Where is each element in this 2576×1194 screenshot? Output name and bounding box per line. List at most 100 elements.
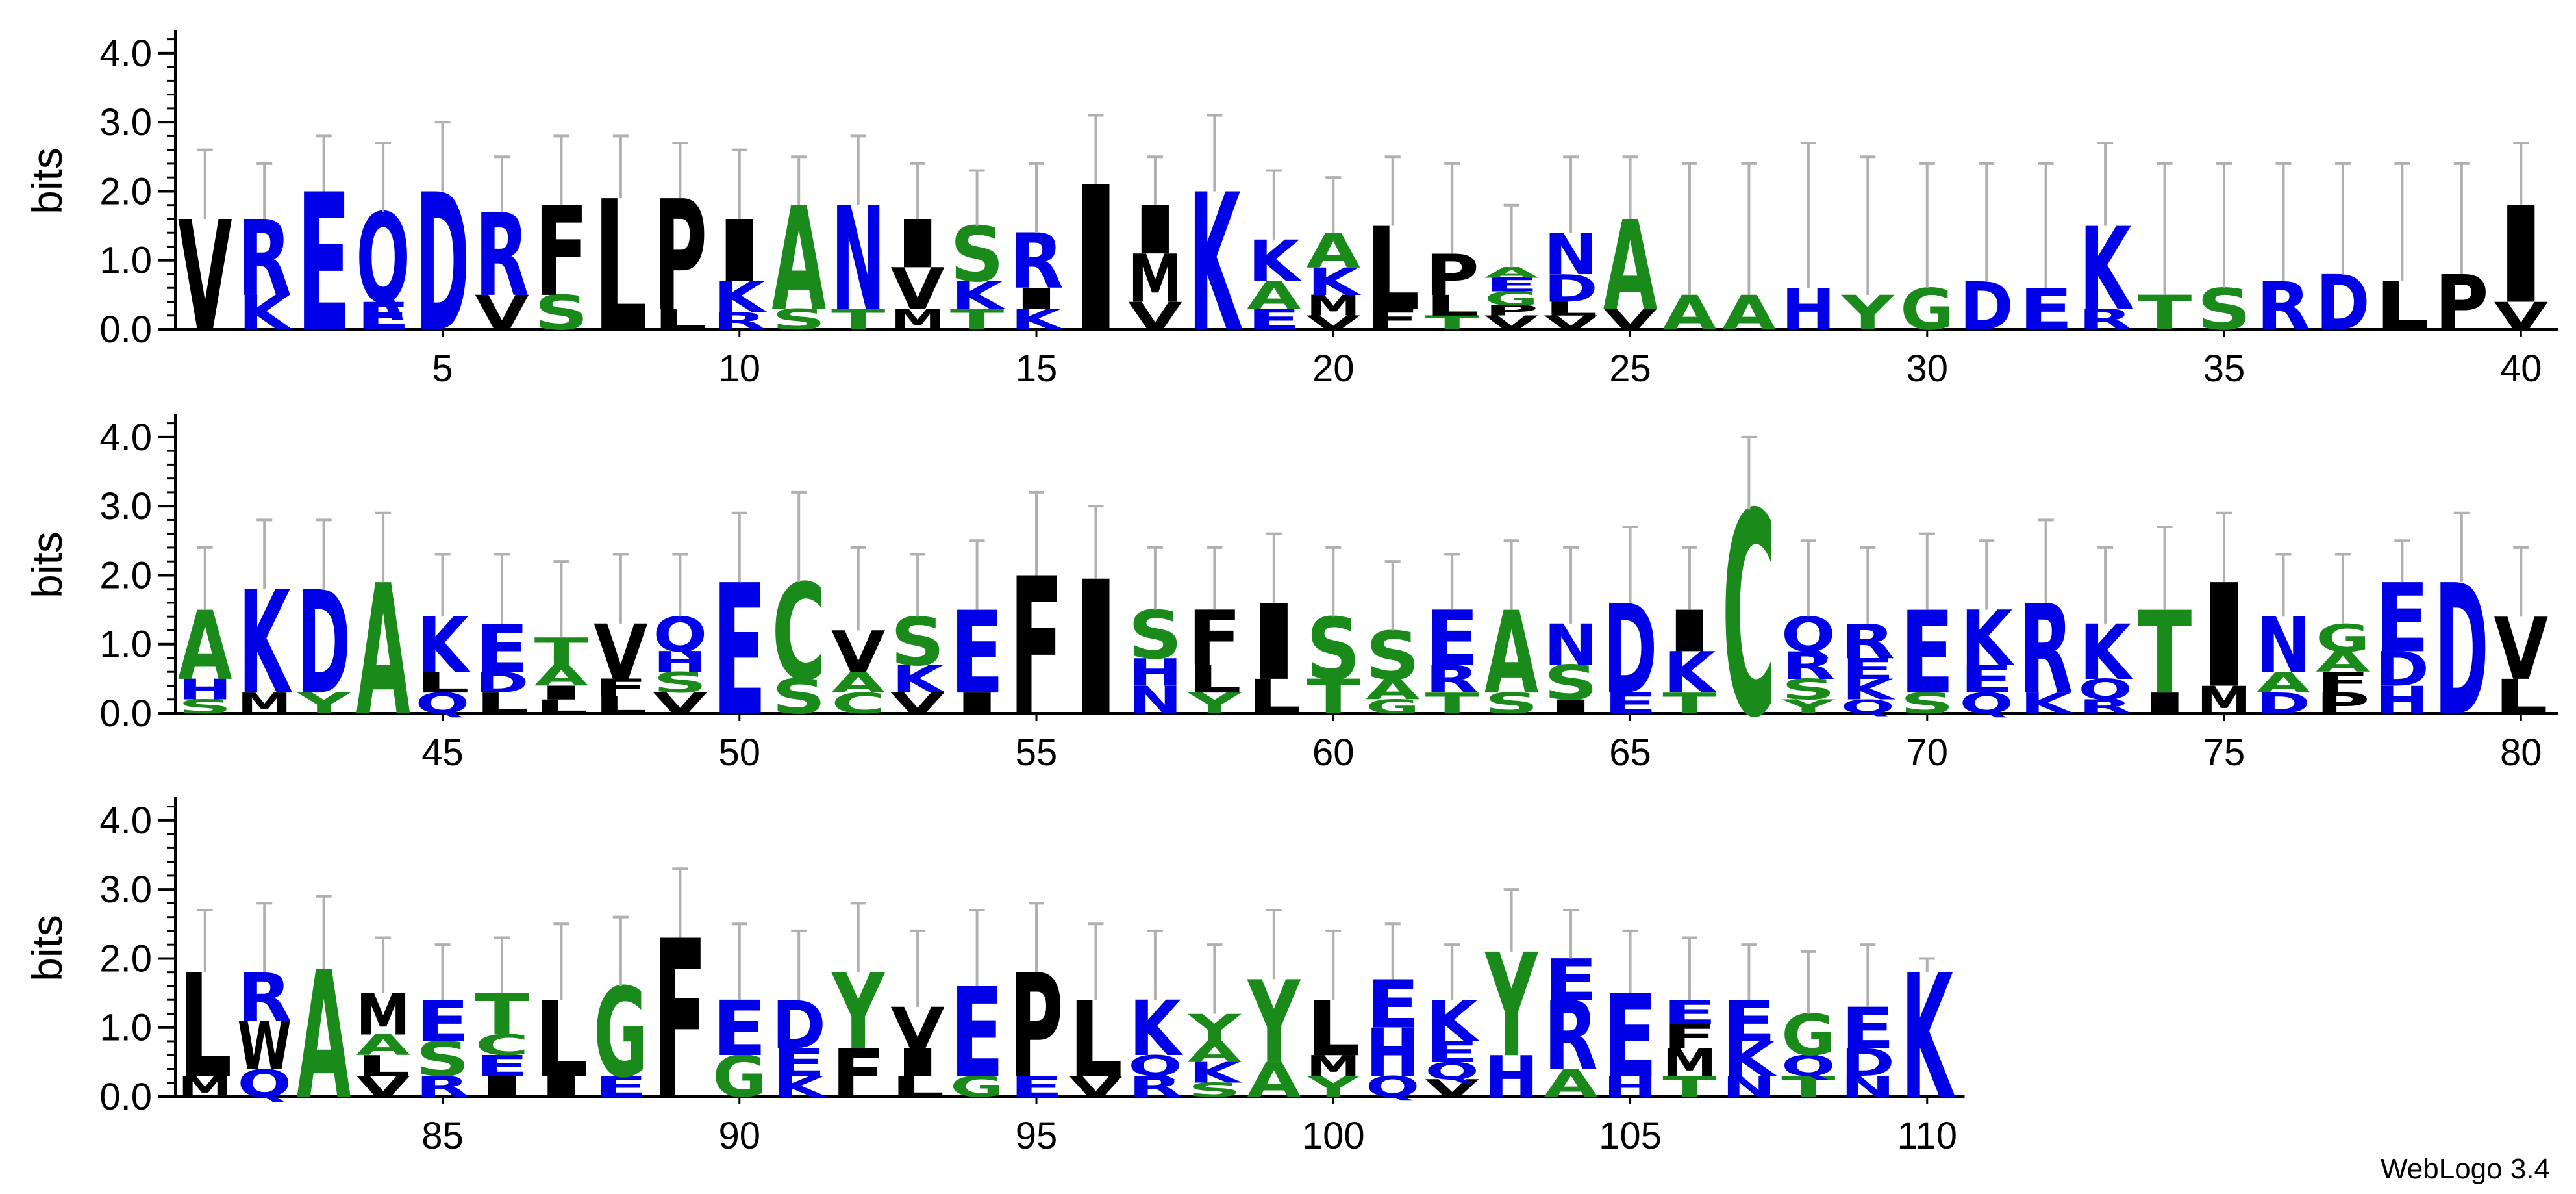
logo-stack-pos-108: TQG: [1781, 950, 1836, 1104]
logo-letter-Q: Q: [1781, 1049, 1835, 1082]
logo-stack-pos-52: CAV: [831, 546, 886, 720]
logo-letter-A: A: [2257, 667, 2311, 700]
logo-stack-pos-81: ML: [178, 909, 232, 1110]
y-tick-label: 3.0: [99, 101, 152, 144]
logo-letter-E: E: [1247, 303, 1301, 336]
logo-stack-pos-2: KR: [237, 162, 292, 341]
logo-letter-T: T: [1662, 1071, 1717, 1104]
logo-letter-E: E: [356, 294, 410, 338]
logo-letter-V: V: [1544, 312, 1597, 334]
logo-stack-pos-87: IL: [534, 922, 588, 1104]
logo-stack-pos-46: LDE: [475, 553, 529, 720]
logo-letter-V: V: [1069, 1071, 1123, 1104]
logo-letter-V: V: [1128, 295, 1182, 338]
logo-stack-pos-94: GE: [950, 909, 1004, 1105]
logo-letter-A: A: [1603, 196, 1657, 338]
logo-letter-A: A: [1247, 1053, 1301, 1108]
logo-letter-L: L: [594, 691, 647, 718]
logo-stack-pos-107: NKE: [1722, 943, 1777, 1104]
logo-letter-R: R: [2019, 579, 2073, 722]
logo-stack-pos-65: ED: [1603, 526, 1657, 722]
x-tick-label: 70: [1907, 731, 1949, 774]
y-tick-label: 1.0: [99, 240, 152, 282]
logo-stack-pos-62: TRE: [1425, 553, 1479, 720]
logo-letter-K: K: [773, 1071, 827, 1104]
logo-stack-pos-25: VA: [1603, 155, 1658, 338]
logo-stack-pos-51: SC: [772, 490, 826, 724]
logo-letter-K: K: [1664, 640, 1718, 707]
logo-stack-pos-59: LI: [1247, 532, 1301, 724]
y-axis-label: bits: [23, 531, 71, 598]
logo-letter-M: M: [2197, 679, 2251, 723]
logo-letter-T: T: [1781, 1071, 1836, 1104]
x-tick-label: 105: [1599, 1115, 1662, 1157]
logo-stack-pos-55: F: [1009, 490, 1064, 758]
logo-letter-V: V: [594, 609, 648, 697]
logo-stack-pos-56: I: [1069, 505, 1123, 757]
logo-letter-Y: Y: [1841, 286, 1895, 340]
logo-letter-H: H: [1781, 277, 1835, 344]
logo-letter-I: I: [1662, 599, 1716, 665]
x-tick-label: 15: [1016, 348, 1058, 390]
logo-stack-pos-57: NHS: [1128, 546, 1182, 722]
logo-letter-A: A: [356, 1029, 410, 1062]
logo-letter-S: S: [416, 1032, 469, 1087]
logo-letter-E: E: [1425, 595, 1479, 683]
logo-letter-Y: Y: [1781, 696, 1835, 718]
logo-stack-pos-70: SE: [1900, 532, 1954, 720]
x-tick-label: 20: [1312, 348, 1355, 390]
logo-letter-S: S: [1484, 687, 1538, 720]
logo-stack-pos-5: D: [416, 121, 469, 375]
logo-letter-E: E: [1662, 994, 1716, 1032]
logo-letter-E: E: [1544, 948, 1597, 1014]
logo-letter-E: E: [2019, 277, 2073, 343]
logo-letter-I: I: [1009, 283, 1063, 316]
logo-letter-S: S: [1188, 1079, 1242, 1101]
logo-letter-A: A: [831, 667, 886, 700]
logo-stack-pos-26: A: [1662, 162, 1717, 340]
x-tick-label: 30: [1907, 348, 1949, 390]
logo-stack-pos-72: KR: [2019, 518, 2074, 722]
logo-letter-F: F: [1188, 595, 1242, 683]
logo-letter-M: M: [1662, 1041, 1716, 1086]
logo-letter-M: M: [1307, 289, 1360, 322]
logo-letter-S: S: [1900, 687, 1954, 720]
logo-stack-pos-41: SHA: [178, 546, 232, 718]
logo-stack-pos-10: RKI: [712, 148, 768, 335]
logo-letter-V: V: [831, 620, 885, 686]
logo-letter-L: L: [890, 1071, 944, 1104]
logo-letter-E: E: [1841, 996, 1895, 1062]
logo-letter-A: A: [534, 660, 589, 693]
logo-stack-pos-101: QHE: [1366, 922, 1419, 1103]
logo-letter-P: P: [2434, 260, 2488, 348]
logo-letter-C: C: [831, 687, 885, 720]
logo-stack-pos-29: Y: [1841, 155, 1895, 341]
logo-letter-W: W: [237, 1008, 291, 1085]
x-tick-label: 90: [719, 1115, 761, 1157]
logo-stack-pos-76: DAN: [2257, 553, 2311, 720]
logo-stack-pos-28: H: [1781, 142, 1836, 344]
logo-stack-pos-50: E: [712, 511, 766, 756]
logo-letter-N: N: [1544, 222, 1597, 288]
logo-stack-pos-22: TLP: [1425, 162, 1479, 334]
logo-letter-R: R: [2078, 303, 2132, 337]
logo-stack-pos-54: IE: [950, 539, 1004, 720]
logo-letter-E: E: [1722, 989, 1776, 1055]
x-tick-label: 35: [2203, 348, 2245, 390]
logo-letter-V: V: [890, 257, 944, 323]
logo-letter-R: R: [1425, 657, 1479, 702]
logo-stack-pos-3: E: [297, 134, 351, 374]
logo-letter-L: L: [1425, 289, 1479, 322]
x-tick-label: 45: [421, 731, 464, 774]
weblogo-version-label: WebLogo 3.4: [2381, 1153, 2550, 1185]
logo-letter-M: M: [1128, 241, 1182, 318]
logo-stack-pos-96: VL: [1069, 922, 1123, 1104]
logo-stack-pos-93: LIV: [890, 929, 945, 1104]
logo-letter-A: A: [2316, 646, 2370, 679]
logo-stack-pos-27: A: [1722, 162, 1776, 340]
